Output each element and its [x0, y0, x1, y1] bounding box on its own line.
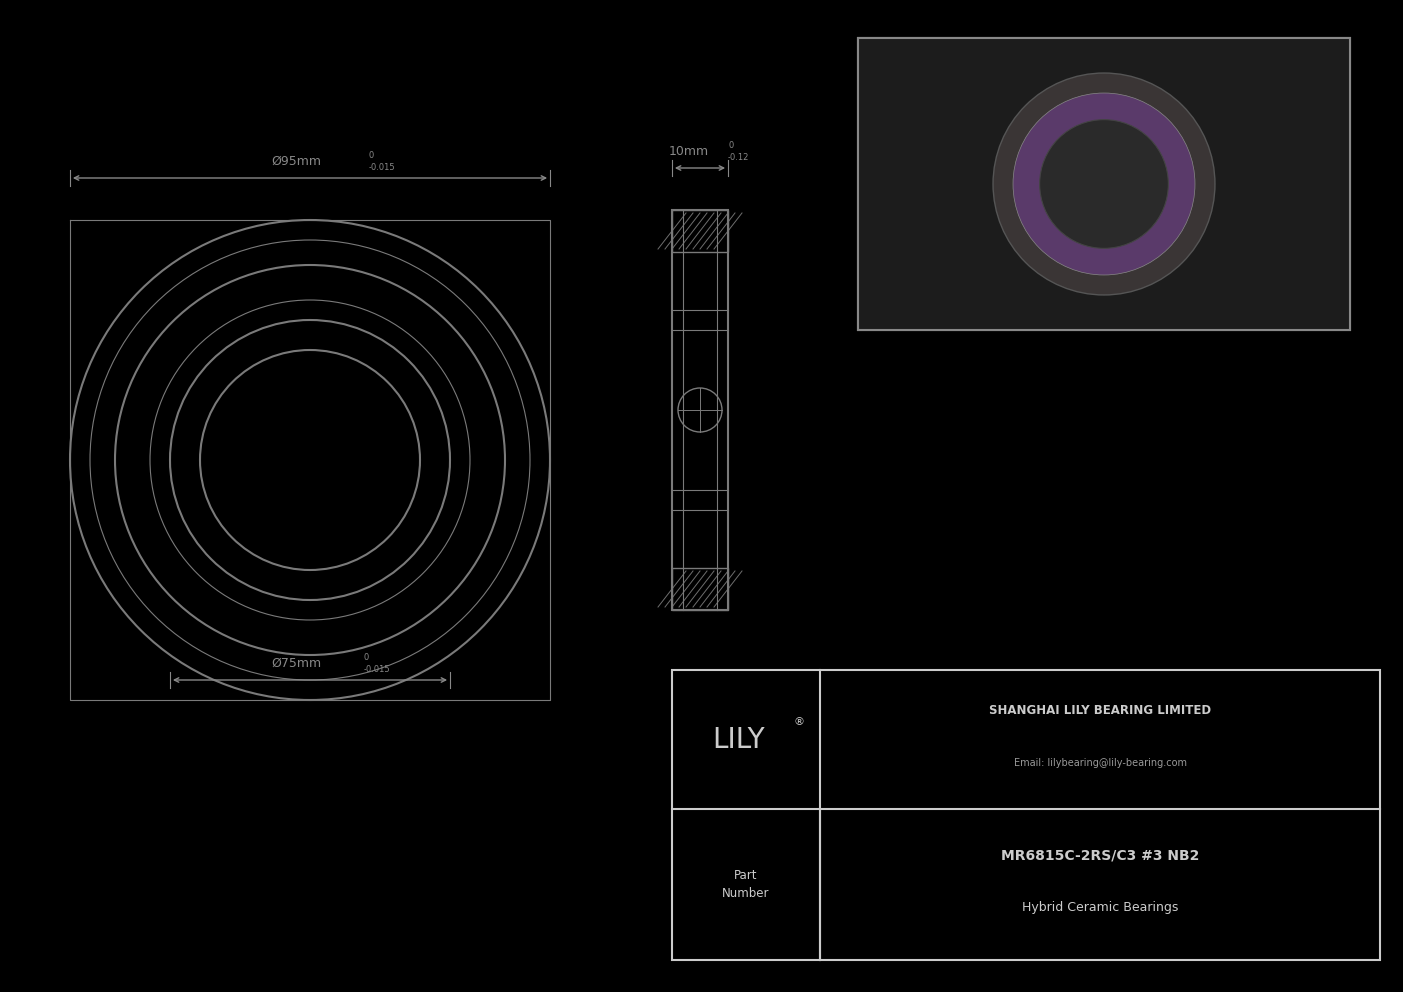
Text: 0: 0 [369, 151, 375, 160]
Bar [859, 38, 1350, 330]
Bar [859, 38, 1350, 330]
Text: 10mm: 10mm [669, 145, 709, 158]
Text: Email: lilybearing@lily-bearing.com: Email: lilybearing@lily-bearing.com [1013, 758, 1187, 768]
Bar [672, 210, 728, 610]
Bar [672, 670, 1381, 960]
Text: -0.015: -0.015 [369, 163, 396, 172]
Bar [672, 568, 728, 610]
Text: -0.015: -0.015 [363, 665, 390, 674]
Text: SHANGHAI LILY BEARING LIMITED: SHANGHAI LILY BEARING LIMITED [989, 704, 1211, 717]
Bar [672, 210, 728, 252]
Text: Part
Number: Part Number [723, 869, 770, 900]
Text: Hybrid Ceramic Bearings: Hybrid Ceramic Bearings [1021, 902, 1179, 915]
Text: 0: 0 [728, 141, 734, 150]
Text: 0: 0 [363, 653, 369, 662]
Ellipse shape [993, 73, 1215, 295]
Text: LILY: LILY [713, 725, 765, 754]
Ellipse shape [1040, 120, 1169, 248]
Ellipse shape [1013, 93, 1195, 275]
Text: ®: ® [794, 717, 805, 727]
Text: Ø95mm: Ø95mm [271, 155, 321, 168]
Text: MR6815C-2RS/C3 #3 NB2: MR6815C-2RS/C3 #3 NB2 [1000, 848, 1200, 863]
Text: Ø75mm: Ø75mm [271, 657, 321, 670]
Bar [859, 38, 1350, 330]
Text: -0.12: -0.12 [728, 153, 749, 162]
